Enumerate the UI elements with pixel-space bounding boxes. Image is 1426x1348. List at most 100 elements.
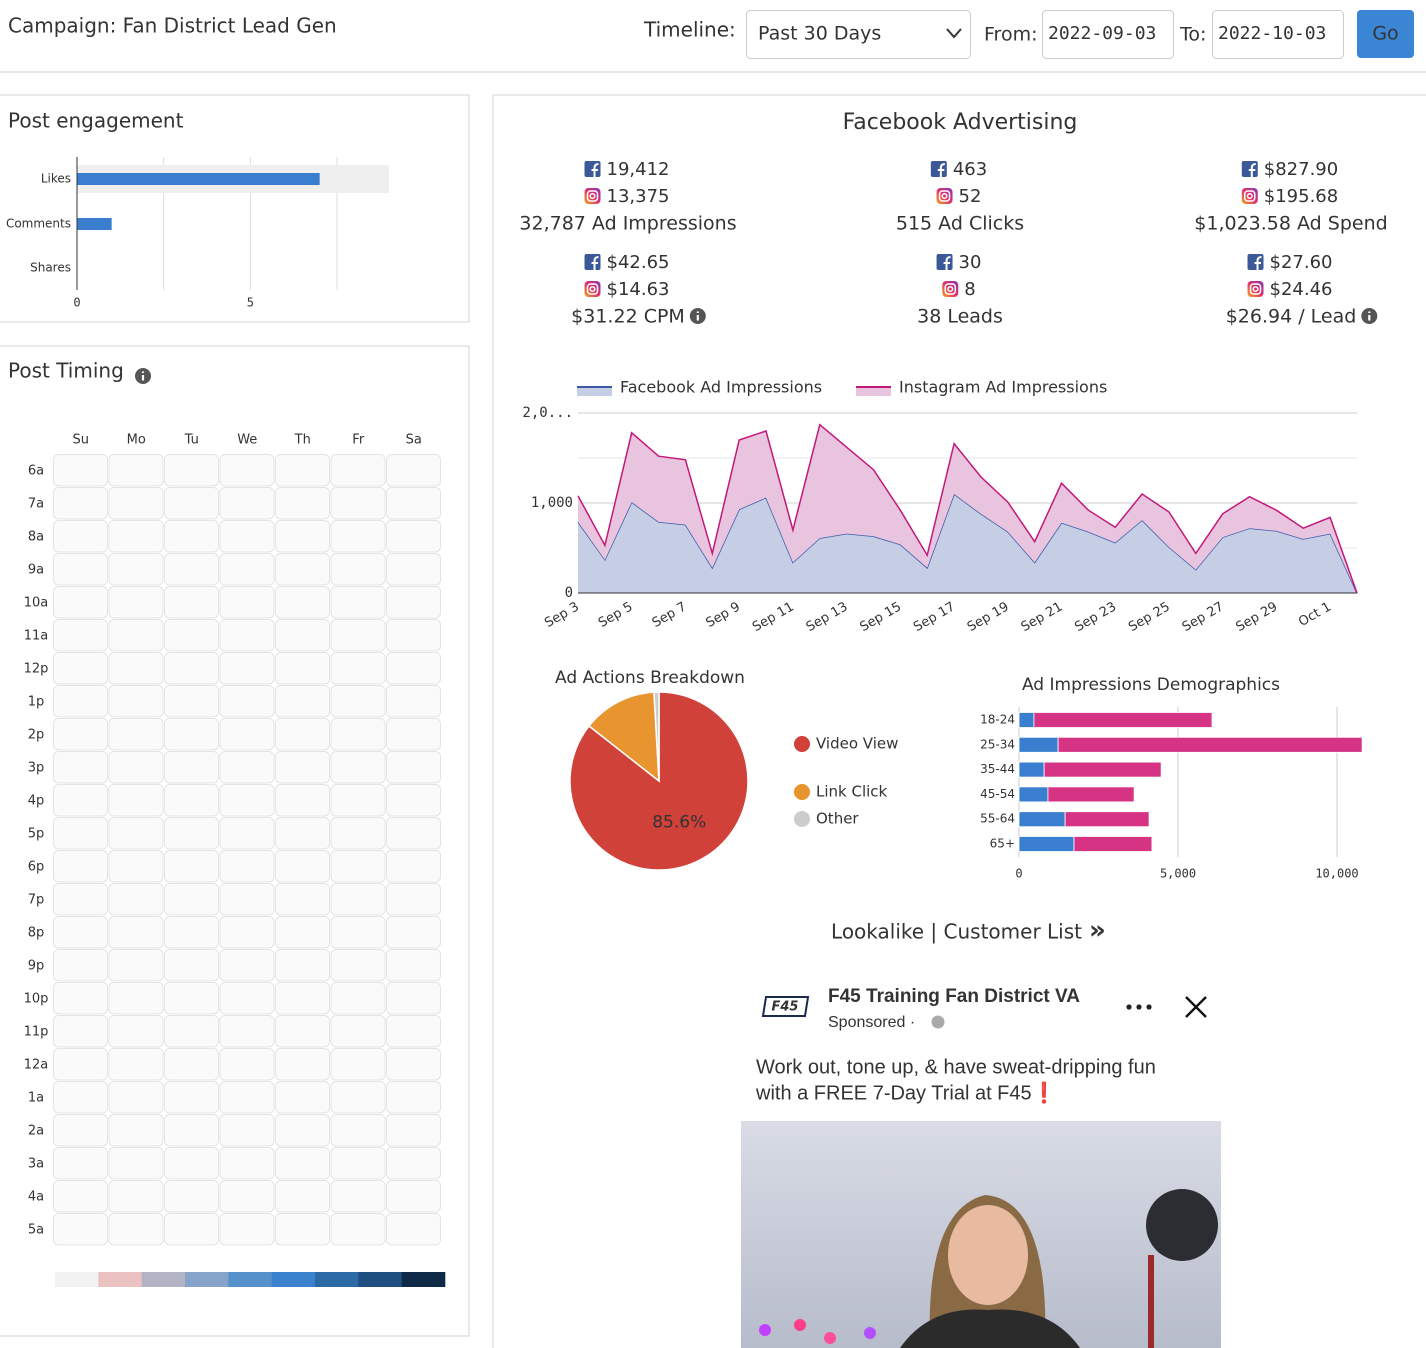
heatmap-cell	[164, 1213, 219, 1246]
heatmap-cell	[330, 454, 386, 487]
bar-segment	[1018, 811, 1066, 828]
heatmap-cell	[219, 454, 275, 487]
heatmap-cell	[219, 916, 275, 949]
more-dot[interactable]	[1126, 1004, 1132, 1010]
heatmap-cell	[53, 553, 108, 586]
heatmap-cell	[219, 487, 275, 520]
facebook-glyph	[1254, 256, 1262, 270]
hour-label: 7p	[28, 893, 45, 908]
engagement-panel	[0, 94, 470, 323]
heatmap-cell	[275, 1180, 330, 1213]
heatmap-cell	[164, 718, 219, 751]
hour-label: 5p	[28, 827, 45, 842]
x-tick-label: 5,000	[1160, 867, 1196, 881]
heatmap-cell	[164, 850, 219, 883]
to-input[interactable]	[1212, 10, 1344, 59]
heatmap-cell	[53, 751, 108, 784]
heatmap-cell	[164, 553, 219, 586]
hour-label: 12p	[24, 662, 49, 677]
heatmap-cell	[275, 652, 330, 685]
audience-label[interactable]: Lookalike | Customer List	[831, 920, 1082, 944]
heatmap-cell	[108, 520, 164, 553]
hour-label: 4p	[28, 794, 45, 809]
heatmap-cell	[164, 1081, 219, 1114]
hour-label: 2a	[28, 1124, 44, 1139]
heatmap-cell	[108, 949, 164, 982]
heatmap-cell	[53, 454, 108, 487]
color-scale-swatch	[141, 1272, 186, 1287]
legend-marker	[794, 736, 810, 752]
heatmap-cell	[386, 784, 441, 817]
go-button[interactable]	[1357, 10, 1414, 58]
heatmap-cell	[53, 1081, 108, 1114]
facebook-glyph	[591, 256, 599, 270]
hour-label: 9p	[28, 959, 45, 974]
heatmap-cell	[275, 718, 330, 751]
heatmap-cell	[386, 619, 441, 652]
heatmap-cell	[386, 883, 441, 916]
heatmap-cell	[108, 1048, 164, 1081]
heatmap-cell	[108, 1081, 164, 1114]
heatmap-cell	[164, 916, 219, 949]
legend-marker	[794, 784, 810, 800]
heatmap-cell	[108, 1114, 164, 1147]
heatmap-cell	[275, 949, 330, 982]
instagram-metric: 52	[959, 186, 982, 207]
bar-segment	[1018, 712, 1035, 728]
more-dot[interactable]	[1146, 1004, 1152, 1010]
heatmap-cell	[275, 487, 330, 520]
heatmap-cell	[330, 685, 386, 718]
heatmap-cell	[53, 1147, 108, 1180]
audience-arrow[interactable]: »	[1089, 916, 1106, 946]
chart-title: Ad Impressions Demographics	[1022, 675, 1280, 695]
color-scale-swatch	[271, 1272, 316, 1287]
heatmap-cell	[386, 553, 441, 586]
facebook-metric: $27.60	[1270, 252, 1333, 273]
y-tick-label: 25-34	[980, 737, 1015, 751]
heatmap-cell	[386, 718, 441, 751]
heatmap-cell	[164, 751, 219, 784]
metric-total: $31.22 CPM	[571, 306, 685, 328]
heatmap-cell	[275, 751, 330, 784]
heatmap-cell	[386, 1048, 441, 1081]
heatmap-cell	[330, 1114, 386, 1147]
heatmap-cell	[219, 1147, 275, 1180]
heatmap-cell	[219, 1081, 275, 1114]
bar-segment	[1018, 761, 1045, 778]
instagram-lens	[1246, 192, 1253, 200]
heatmap-cell	[164, 982, 219, 1015]
bar	[77, 173, 320, 185]
heatmap-cell	[386, 1180, 441, 1213]
instagram-metric: 8	[964, 279, 975, 300]
heatmap-cell	[275, 586, 330, 619]
heatmap-cell	[53, 1180, 108, 1213]
heatmap-cell	[275, 784, 330, 817]
heatmap-cell	[275, 454, 330, 487]
more-dot[interactable]	[1136, 1004, 1142, 1010]
metric-total: 515 Ad Clicks	[896, 213, 1024, 235]
timeline-select[interactable]	[746, 10, 971, 59]
close-icon[interactable]	[1185, 996, 1207, 1018]
day-label: Sa	[406, 433, 422, 448]
heatmap-cell	[108, 1147, 164, 1180]
day-label: We	[237, 433, 257, 448]
heatmap-cell	[164, 1048, 219, 1081]
heatmap-cell	[164, 619, 219, 652]
heatmap-cell	[275, 1048, 330, 1081]
heatmap-cell	[108, 685, 164, 718]
heatmap-cell	[108, 586, 164, 619]
facebook-metric: 19,412	[607, 159, 670, 180]
hour-label: 9a	[28, 563, 44, 578]
heatmap-cell	[108, 619, 164, 652]
heatmap-cell	[330, 1213, 386, 1246]
heatmap-cell	[219, 1015, 275, 1048]
heatmap-cell	[164, 487, 219, 520]
heatmap-cell	[330, 619, 386, 652]
heatmap-cell	[53, 520, 108, 553]
hour-label: 12a	[24, 1058, 49, 1073]
hour-label: 1a	[28, 1091, 44, 1106]
from-input[interactable]	[1042, 10, 1174, 59]
heatmap-cell	[108, 1213, 164, 1246]
heatmap-cell	[330, 520, 386, 553]
heatmap-cell	[53, 586, 108, 619]
